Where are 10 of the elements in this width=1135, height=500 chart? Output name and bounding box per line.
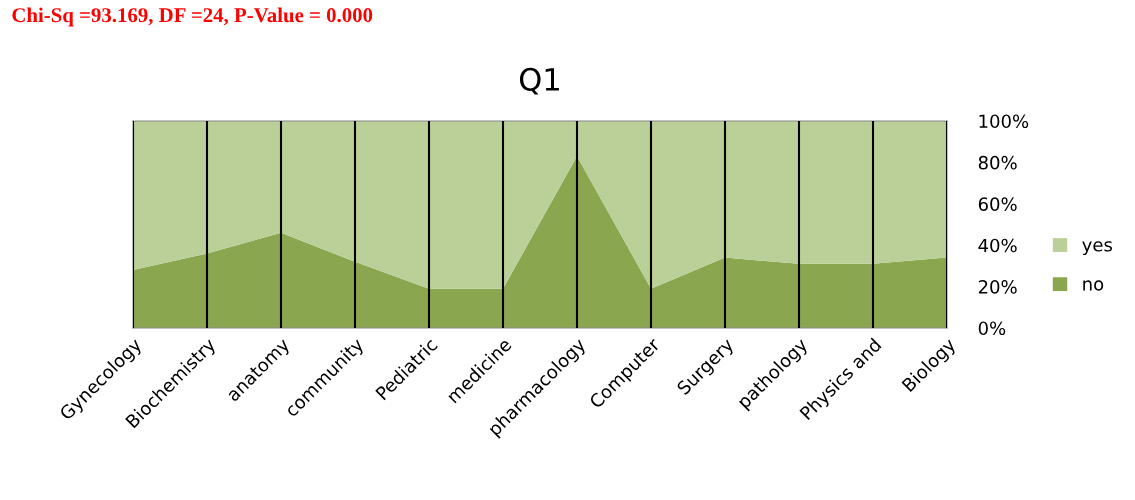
legend-label: yes [1082, 241, 1112, 256]
y-tick-label: 80% [978, 155, 1017, 170]
legend-label: no [1083, 280, 1104, 291]
y-tick-label: 0% [978, 321, 1006, 336]
chart-title: Q1 [519, 67, 559, 95]
y-tick-label: 60% [978, 197, 1017, 211]
y-tick-label: 20% [978, 280, 1017, 294]
text: Chi-Sq =93.169, DF =24, P-Value = 0.000 [12, 7, 373, 27]
y-tick-label: 40% [978, 238, 1017, 253]
y-tick-label: 100% [979, 114, 1029, 129]
